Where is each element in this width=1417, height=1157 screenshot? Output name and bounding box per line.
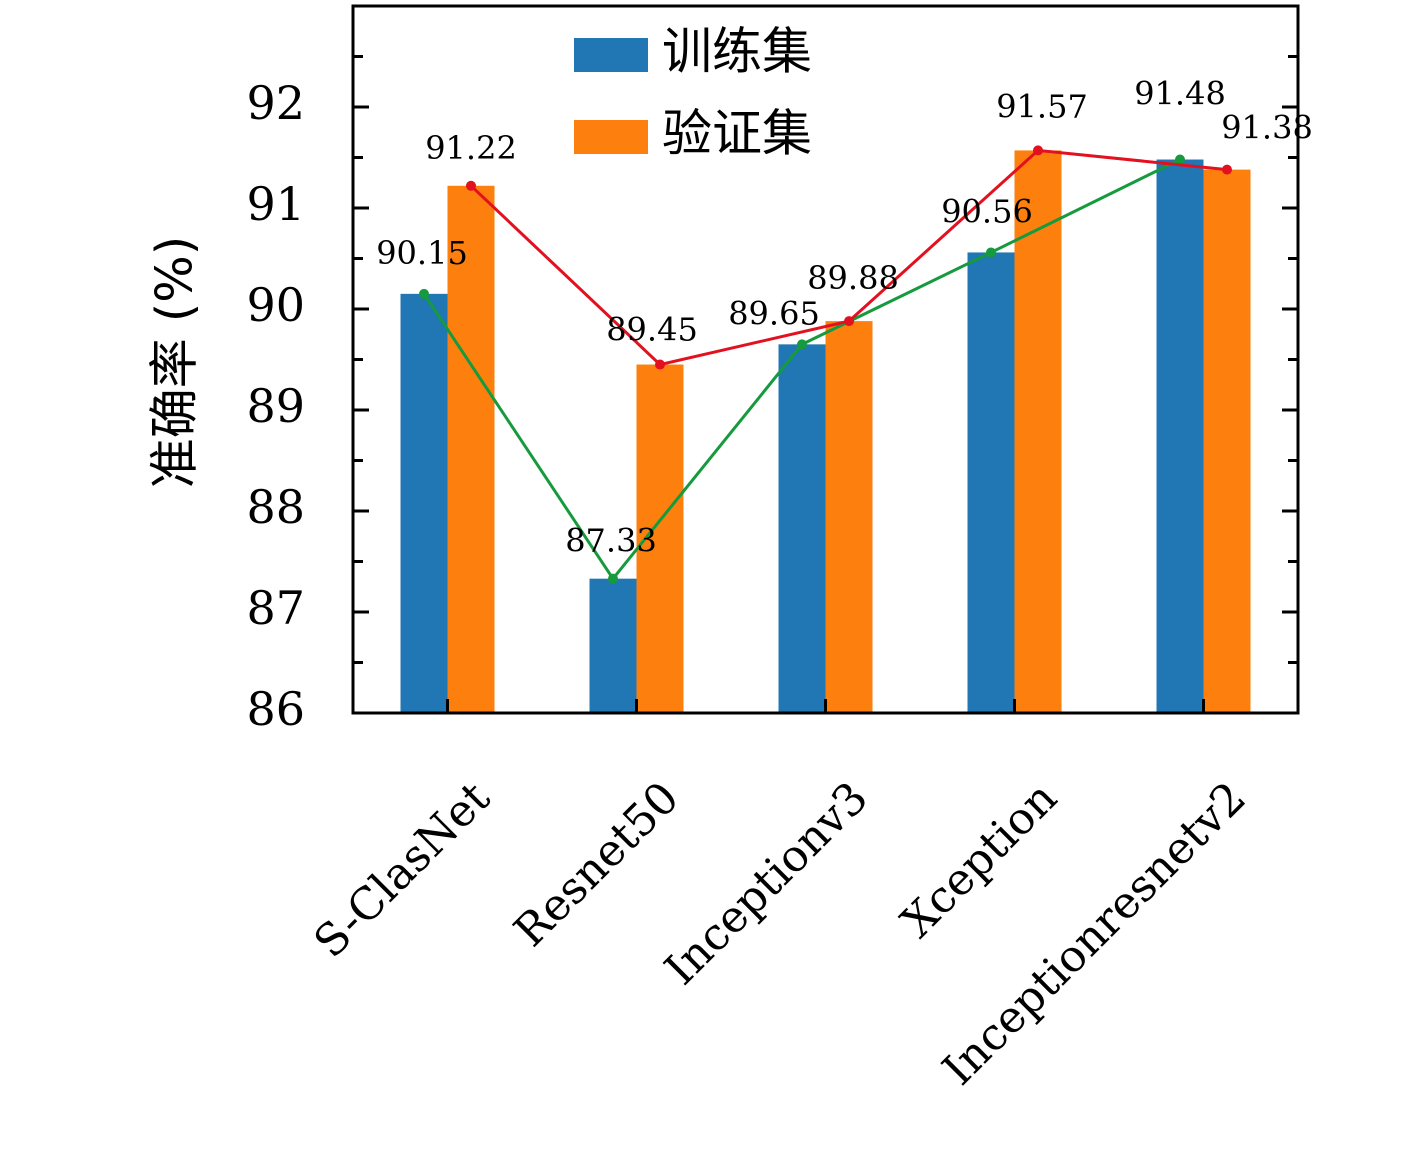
point-val-1 xyxy=(655,359,665,370)
data-label-val-3: 91.57 xyxy=(996,87,1088,125)
bar-train-1 xyxy=(589,578,637,713)
bars-layer xyxy=(400,150,1251,713)
bar-val-0 xyxy=(447,185,495,713)
bar-train-0 xyxy=(400,293,448,713)
y-tick-label-87: 87 xyxy=(246,581,305,635)
point-train-1 xyxy=(608,573,618,584)
x-tick-label-2: Inceptionv3 xyxy=(655,772,878,995)
y-tick-label-90: 90 xyxy=(246,278,305,332)
data-label-train-2: 89.65 xyxy=(728,294,820,332)
legend-label-val: 验证集 xyxy=(662,105,812,163)
bar-val-2 xyxy=(825,321,873,713)
bar-train-4 xyxy=(1156,159,1204,713)
y-tick-label-91: 91 xyxy=(246,177,305,231)
data-label-train-1: 87.33 xyxy=(565,522,657,560)
legend-label-train: 训练集 xyxy=(662,23,812,81)
y-tick-label-86: 86 xyxy=(246,682,305,736)
bar-val-4 xyxy=(1203,169,1251,713)
data-label-train-0: 90.15 xyxy=(376,234,468,272)
point-val-3 xyxy=(1033,145,1043,156)
y-tick-label-88: 88 xyxy=(246,480,305,534)
legend-swatch-train xyxy=(574,38,648,72)
point-train-4 xyxy=(1175,154,1185,165)
point-train-0 xyxy=(419,288,429,299)
point-val-0 xyxy=(466,180,476,191)
data-label-val-0: 91.22 xyxy=(425,129,517,167)
axes-layer xyxy=(351,4,1300,715)
y-axis-title: 准确率 (%) xyxy=(146,236,204,488)
lines-layer xyxy=(419,145,1232,584)
point-train-3 xyxy=(986,247,996,258)
legend-swatch-val xyxy=(574,120,648,154)
y-tick-label-92: 92 xyxy=(246,76,305,130)
data-label-val-4: 91.38 xyxy=(1221,109,1313,147)
point-val-2 xyxy=(844,316,854,327)
x-tick-label-3: Xception xyxy=(892,772,1067,947)
bar-val-3 xyxy=(1014,150,1062,713)
data-label-train-3: 90.56 xyxy=(941,192,1033,230)
data-label-val-2: 89.88 xyxy=(807,259,899,297)
data-label-val-1: 89.45 xyxy=(606,311,698,349)
data-label-train-4: 91.48 xyxy=(1134,75,1226,113)
x-tick-label-0: S-ClasNet xyxy=(304,772,500,968)
bar-train-2 xyxy=(778,344,826,713)
point-val-4 xyxy=(1222,164,1232,175)
x-tick-label-1: Resnet50 xyxy=(504,772,688,956)
point-train-2 xyxy=(797,339,807,350)
y-tick-label-89: 89 xyxy=(246,379,305,433)
bar-train-3 xyxy=(967,252,1015,713)
